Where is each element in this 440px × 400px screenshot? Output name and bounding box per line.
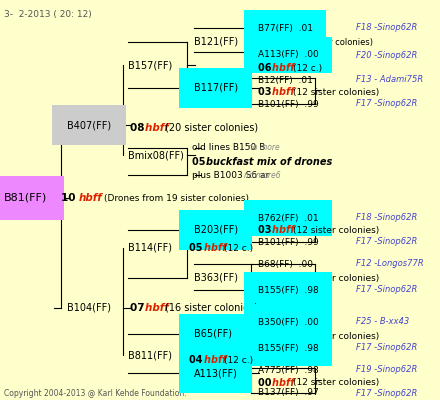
Text: 05: 05 — [189, 243, 205, 253]
Text: B101(FF)  .99: B101(FF) .99 — [258, 238, 319, 246]
Text: 10: 10 — [61, 193, 79, 203]
Text: old lines B150 B: old lines B150 B — [192, 144, 265, 152]
Text: 02: 02 — [258, 273, 275, 283]
Text: A113(FF)  .00: A113(FF) .00 — [258, 50, 319, 60]
Text: F17 -Sinop62R: F17 -Sinop62R — [356, 238, 418, 246]
Text: B101(FF)  .99: B101(FF) .99 — [258, 100, 319, 108]
Text: 07: 07 — [130, 303, 148, 313]
Text: (12 sister colonies): (12 sister colonies) — [293, 226, 380, 234]
Text: F17 -Sinop62R: F17 -Sinop62R — [356, 286, 418, 294]
Text: 03: 03 — [258, 225, 275, 235]
Text: (12 sister colonies): (12 sister colonies) — [293, 38, 373, 46]
Text: hbff: hbff — [272, 37, 298, 47]
Text: 3-  2-2013 ( 20: 12): 3- 2-2013 ( 20: 12) — [4, 10, 92, 19]
Text: 05: 05 — [192, 157, 209, 167]
Text: Copyright 2004-2013 @ Karl Kehde Foundation.: Copyright 2004-2013 @ Karl Kehde Foundat… — [4, 388, 187, 398]
Text: no more: no more — [248, 144, 280, 152]
Text: B104(FF): B104(FF) — [67, 303, 111, 313]
Text: B157(FF): B157(FF) — [128, 60, 172, 70]
Text: hbff: hbff — [272, 63, 298, 73]
Text: B81(FF): B81(FF) — [4, 193, 47, 203]
Text: (12 sister colonies): (12 sister colonies) — [293, 378, 380, 388]
Text: no more6: no more6 — [244, 170, 280, 180]
Text: (12 c.): (12 c.) — [293, 64, 323, 72]
Text: B121(FF): B121(FF) — [194, 37, 238, 47]
Text: B65(FF): B65(FF) — [194, 329, 232, 339]
Text: 02: 02 — [258, 331, 275, 341]
Text: B155(FF)  .98: B155(FF) .98 — [258, 286, 319, 294]
Text: (12 sister colonies): (12 sister colonies) — [293, 88, 380, 96]
Text: B203(FF): B203(FF) — [194, 225, 238, 235]
Text: Bmix08(FF): Bmix08(FF) — [128, 150, 184, 160]
Text: F20 -Sinop62R: F20 -Sinop62R — [356, 50, 418, 60]
Text: hbff: hbff — [272, 378, 298, 388]
Text: F13 - Adami75R: F13 - Adami75R — [356, 76, 423, 84]
Text: B811(FF): B811(FF) — [128, 350, 172, 360]
Text: plus B1003 S6 ar: plus B1003 S6 ar — [192, 170, 269, 180]
Text: hbff: hbff — [204, 243, 229, 253]
Text: B68(FF)  .00: B68(FF) .00 — [258, 260, 313, 268]
Text: hbff: hbff — [145, 123, 172, 133]
Text: F18 -Sinop62R: F18 -Sinop62R — [356, 214, 418, 222]
Text: A775(FF)  .98: A775(FF) .98 — [258, 366, 319, 374]
Text: F17 -Sinop62R: F17 -Sinop62R — [356, 388, 418, 398]
Text: F12 -Longos77R: F12 -Longos77R — [356, 260, 424, 268]
Text: (12 c.): (12 c.) — [224, 356, 253, 364]
Text: (Drones from 19 sister colonies): (Drones from 19 sister colonies) — [104, 194, 249, 202]
Text: B114(FF): B114(FF) — [128, 243, 172, 253]
Text: (12 c.): (12 c.) — [224, 244, 253, 252]
Text: B407(FF): B407(FF) — [67, 120, 111, 130]
Text: B350(FF)  .00: B350(FF) .00 — [258, 318, 319, 326]
Text: F17 -Sinop62R: F17 -Sinop62R — [356, 100, 418, 108]
Text: F17 -Sinop62R: F17 -Sinop62R — [356, 344, 418, 352]
Text: buckfast mix of drones: buckfast mix of drones — [205, 157, 332, 167]
Text: F18 -Sinop62R: F18 -Sinop62R — [356, 24, 418, 32]
Text: F25 - B-xx43: F25 - B-xx43 — [356, 318, 409, 326]
Text: B762(FF)  .01: B762(FF) .01 — [258, 214, 318, 222]
Text: (16 sister colonies): (16 sister colonies) — [165, 303, 258, 313]
Text: B137(FF)  .97: B137(FF) .97 — [258, 388, 319, 398]
Text: (12 sister colonies): (12 sister colonies) — [293, 274, 380, 282]
Text: (12 sister colonies): (12 sister colonies) — [293, 332, 380, 340]
Text: 00: 00 — [258, 378, 275, 388]
Text: hbff: hbff — [272, 273, 298, 283]
Text: hbff: hbff — [204, 355, 229, 365]
Text: 08: 08 — [130, 123, 148, 133]
Text: hbff: hbff — [79, 193, 103, 203]
Text: (20 sister colonies): (20 sister colonies) — [165, 123, 259, 133]
Text: F19 -Sinop62R: F19 -Sinop62R — [356, 366, 418, 374]
Text: B77(FF)  .01: B77(FF) .01 — [258, 24, 313, 32]
Text: 03: 03 — [258, 87, 275, 97]
Text: 04: 04 — [189, 355, 205, 365]
Text: 06: 06 — [258, 63, 275, 73]
Text: B155(FF)  .98: B155(FF) .98 — [258, 344, 319, 352]
Text: hbff: hbff — [272, 331, 298, 341]
Text: A113(FF): A113(FF) — [194, 368, 238, 378]
Text: hbff: hbff — [145, 303, 172, 313]
Text: B12(FF)  .01: B12(FF) .01 — [258, 76, 312, 84]
Text: hbff: hbff — [272, 225, 298, 235]
Text: 04: 04 — [258, 37, 275, 47]
Text: B363(FF): B363(FF) — [194, 273, 238, 283]
Text: hbff: hbff — [272, 87, 298, 97]
Text: B117(FF): B117(FF) — [194, 83, 238, 93]
